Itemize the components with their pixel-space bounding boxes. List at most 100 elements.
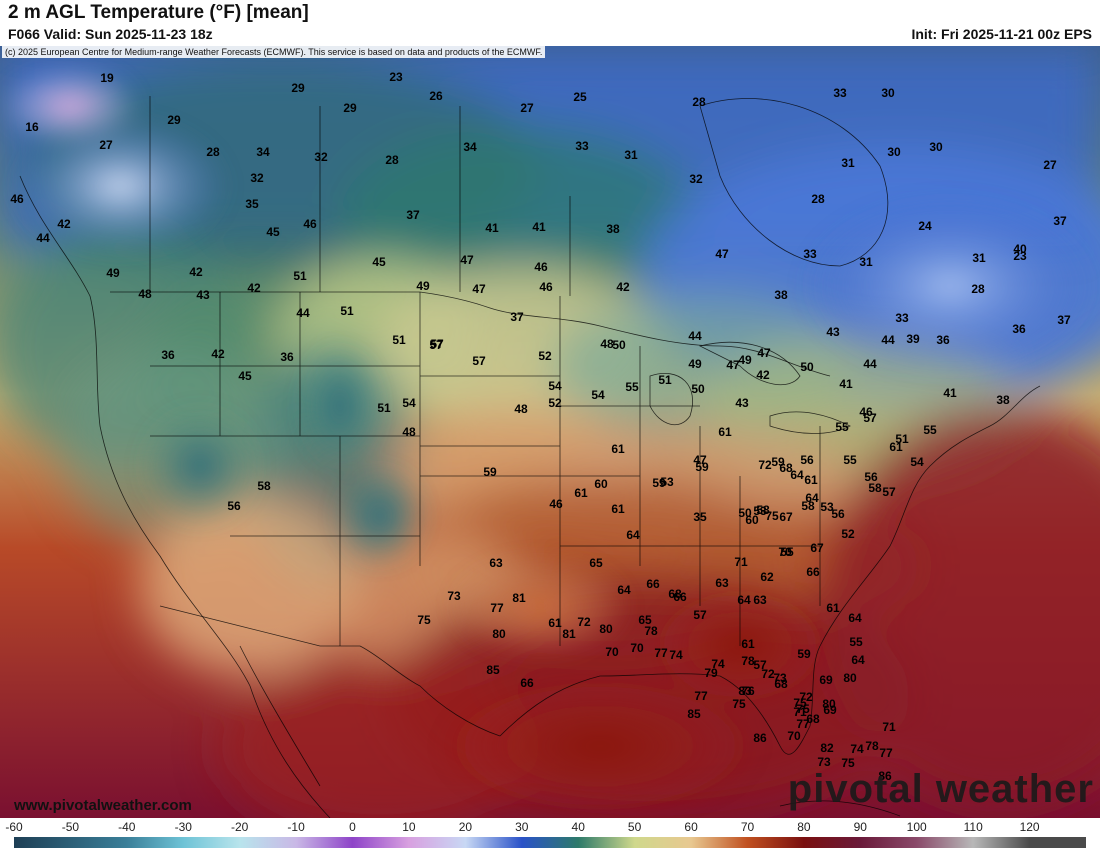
temperature-label: 31 <box>624 148 638 162</box>
colorbar-tick-14: 80 <box>797 820 811 834</box>
temperature-label: 70 <box>605 645 619 659</box>
temperature-label: 61 <box>804 473 818 487</box>
temperature-label: 64 <box>617 583 631 597</box>
temperature-label: 81 <box>562 627 576 641</box>
temperature-label: 68 <box>806 712 820 726</box>
temperature-label: 24 <box>918 219 932 233</box>
temperature-label: 41 <box>485 221 499 235</box>
temperature-label: 38 <box>774 288 788 302</box>
temperature-label: 75 <box>793 696 807 710</box>
temperature-label: 56 <box>227 499 241 513</box>
temperature-label: 28 <box>811 192 825 206</box>
website-link[interactable]: www.pivotalweather.com <box>14 797 192 814</box>
colorbar-tick-9: 30 <box>515 820 529 834</box>
temperature-label: 74 <box>669 648 683 662</box>
temperature-detail <box>0 66 1100 816</box>
colorbar-tick-10: 40 <box>572 820 586 834</box>
colorbar-tick-7: 10 <box>402 820 416 834</box>
temperature-label: 42 <box>247 281 261 295</box>
temperature-map[interactable]: 19 16 27 29 29 28 34 32 28 23 29 26 27 25 28 30 33 30 30 27… <box>0 46 1100 818</box>
temperature-label: 57 <box>882 485 896 499</box>
temperature-label: 30 <box>929 140 943 154</box>
temperature-label: 28 <box>385 153 399 167</box>
temperature-label: 61 <box>741 637 755 651</box>
temperature-label: 63 <box>489 556 503 570</box>
temperature-label: 46 <box>539 280 553 294</box>
temperature-label: 53 <box>820 500 834 514</box>
temperature-label: 51 <box>658 373 672 387</box>
temperature-label: 37 <box>1053 214 1067 228</box>
temperature-label: 70 <box>778 545 792 559</box>
colorbar-tick-17: 110 <box>964 820 983 834</box>
temperature-label: 27 <box>99 138 113 152</box>
temperature-label: 56 <box>800 453 814 467</box>
temperature-label: 57 <box>472 354 486 368</box>
temperature-label: 65 <box>638 613 652 627</box>
temperature-label: 77 <box>796 717 810 731</box>
temperature-label: 44 <box>863 357 877 371</box>
temperature-label: 64 <box>737 593 751 607</box>
temperature-label: 48 <box>402 425 416 439</box>
temperature-label: 58 <box>868 481 882 495</box>
temperature-label: 54 <box>910 455 924 469</box>
temperature-label: 61 <box>611 502 625 516</box>
temperature-label: 29 <box>291 81 305 95</box>
temperature-label: 23 <box>1013 249 1027 263</box>
temperature-label: 33 <box>833 86 847 100</box>
temperature-label: 80 <box>599 622 613 636</box>
temperature-label: 46 <box>549 497 563 511</box>
temperature-label: 50 <box>612 338 626 352</box>
copyright-notice: (c) 2025 European Centre for Medium-rang… <box>2 46 546 58</box>
temperature-label: 27 <box>520 101 534 115</box>
colorbar: -60 -50 -40 -30 -20 -10 0 10 20 30 40 50 60 70 80 90 100… <box>0 818 1100 850</box>
colorbar-tick-6: 0 <box>349 820 356 834</box>
temperature-label: 59 <box>483 465 497 479</box>
temperature-label: 33 <box>803 247 817 261</box>
temperature-label: 55 <box>849 635 863 649</box>
temperature-label: 58 <box>257 479 271 493</box>
temperature-label: 61 <box>574 486 588 500</box>
temperature-label: 32 <box>314 150 328 164</box>
temperature-label: 63 <box>715 576 729 590</box>
init-time: Init: Fri 2025-11-21 00z EPS <box>911 26 1092 42</box>
map-title: 2 m AGL Temperature (°F) [mean] <box>8 2 309 23</box>
map-canvas[interactable]: 19 16 27 29 29 28 34 32 28 23 29 26 27 25 28 30 33 30 30 27… <box>0 46 1100 818</box>
temperature-label: 26 <box>429 89 443 103</box>
temperature-label: 55 <box>843 453 857 467</box>
temperature-label: 66 <box>806 565 820 579</box>
temperature-label: 28 <box>692 95 706 109</box>
temperature-label: 67 <box>810 541 824 555</box>
temperature-label: 43 <box>826 325 840 339</box>
temperature-label: 47 <box>460 253 474 267</box>
temperature-label: 53 <box>753 504 767 518</box>
temperature-label: 42 <box>211 347 225 361</box>
temperature-label: 53 <box>660 475 674 489</box>
temperature-label: 67 <box>779 510 793 524</box>
temperature-label: 66 <box>646 577 660 591</box>
colorbar-tick-12: 60 <box>684 820 698 834</box>
temperature-label: 75 <box>796 702 810 716</box>
temperature-label: 29 <box>343 101 357 115</box>
temperature-label: 50 <box>691 382 705 396</box>
colorbar-tick-0: -60 <box>5 820 23 834</box>
temperature-label: 41 <box>943 386 957 400</box>
temperature-label: 45 <box>266 225 280 239</box>
temperature-label: 86 <box>753 731 767 745</box>
temperature-label: 57 <box>753 658 767 672</box>
temperature-label: 51 <box>392 333 406 347</box>
temperature-label: 36 <box>936 333 950 347</box>
temperature-label: 57 <box>863 411 877 425</box>
temperature-label: 71 <box>882 720 896 734</box>
temperature-label: 43 <box>196 288 210 302</box>
temperature-label: 82 <box>820 741 834 755</box>
temperature-label: 46 <box>534 260 548 274</box>
temperature-label: 52 <box>538 349 552 363</box>
temperature-label: 77 <box>654 646 668 660</box>
temperature-label: 75 <box>765 509 779 523</box>
temperature-label: 47 <box>715 247 729 261</box>
colorbar-tick-1: -50 <box>62 820 80 834</box>
colorbar-ticks: -60 -50 -40 -30 -20 -10 0 10 20 30 40 50 60 70 80 90 100… <box>5 820 1040 834</box>
temperature-label: 40 <box>1013 242 1027 256</box>
temperature-label: 61 <box>826 601 840 615</box>
temperature-label: 31 <box>972 251 986 265</box>
